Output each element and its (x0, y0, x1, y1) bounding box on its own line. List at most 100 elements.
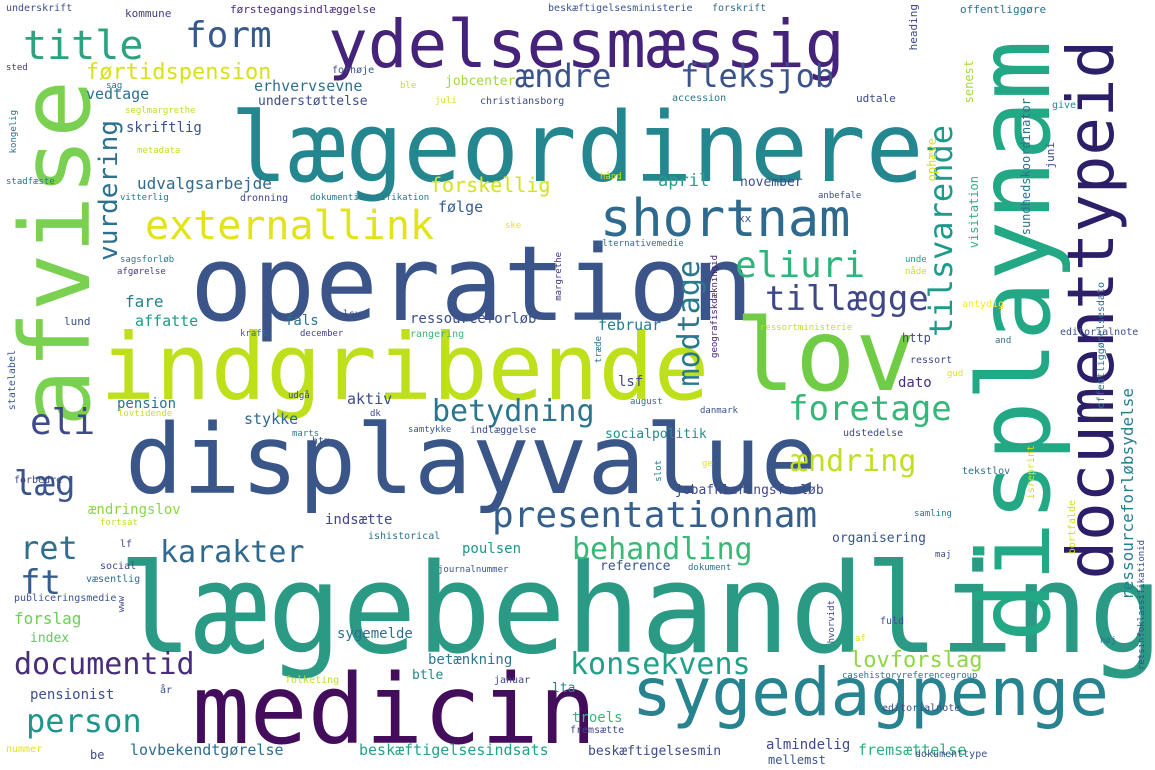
cloud-word: http (902, 331, 931, 345)
cloud-word: person (26, 702, 142, 740)
cloud-word: danmark (700, 406, 738, 416)
cloud-word: ge (702, 459, 713, 469)
cloud-word: visitation (967, 176, 981, 249)
cloud-word: beskæftigelsesministerie (548, 3, 693, 14)
cloud-word: ændringslov (88, 502, 181, 518)
cloud-word: vurdering (94, 120, 124, 261)
cloud-word: juni (1044, 142, 1057, 169)
cloud-word: skriftlig (126, 120, 202, 136)
cloud-word: presentationnam (492, 495, 818, 536)
cloud-word: beskæftigelsesindsats (359, 741, 549, 759)
cloud-word: kraft (240, 329, 268, 339)
cloud-word: væsentlig (86, 574, 141, 585)
cloud-word: dokument (688, 563, 732, 573)
cloud-word: statelabel (7, 350, 18, 411)
cloud-word: senest (962, 60, 976, 104)
cloud-word: folketing (285, 675, 340, 686)
cloud-word: høj (1100, 636, 1117, 646)
cloud-word: offentliggøre (960, 3, 1047, 16)
cloud-word: ressourceforløb (410, 311, 537, 327)
cloud-word: modtage (672, 260, 707, 387)
cloud-word: shortnam (600, 189, 851, 249)
cloud-word: sted (6, 63, 28, 73)
cloud-word: april (658, 171, 710, 191)
cloud-word: dronning (240, 193, 289, 204)
cloud-word: dato (898, 375, 932, 391)
cloud-word: documentid (14, 647, 195, 682)
cloud-word: stadfæste (6, 177, 55, 187)
cloud-word: offentliggørelsesdato (1096, 282, 1107, 409)
cloud-word: karakter (160, 535, 305, 570)
cloud-word: www (117, 596, 127, 613)
cloud-word: ske (505, 221, 522, 231)
cloud-word: udtale (856, 92, 896, 105)
cloud-word: indgribende (100, 314, 710, 421)
cloud-word: journalnummer (438, 565, 509, 575)
cloud-word: lf (120, 539, 133, 550)
cloud-word: indsætte (325, 512, 393, 528)
cloud-word: socialpolitik (605, 427, 707, 442)
cloud-word: lægeordinere (230, 92, 924, 204)
cloud-word: dokumentidentifikation (310, 193, 430, 203)
cloud-word: af (855, 634, 866, 644)
cloud-word: marts (292, 429, 320, 439)
cloud-word: ændring (790, 444, 917, 479)
cloud-word: afvise (0, 80, 112, 427)
cloud-word: heading (907, 4, 920, 51)
cloud-word: pensionist (30, 687, 115, 703)
cloud-word: aktiv (347, 390, 393, 408)
cloud-word: fremsættelse (858, 741, 967, 759)
cloud-word: træde (594, 336, 604, 364)
cloud-word: betænkning (428, 652, 513, 668)
cloud-word: foretage (788, 389, 952, 429)
cloud-word: and (995, 336, 1012, 346)
cloud-word: almindelig (766, 737, 851, 753)
cloud-word: november (740, 175, 803, 190)
cloud-word: lovbekendtgørelse (130, 741, 284, 759)
cloud-word: lsf (618, 374, 644, 390)
cloud-word: slot (654, 460, 664, 482)
cloud-word: displaynam (956, 40, 1073, 643)
cloud-word: afgørelse (117, 267, 166, 277)
cloud-word: dokumenttype (915, 749, 988, 760)
cloud-word: xx (738, 212, 752, 225)
cloud-word: juli (435, 96, 457, 106)
cloud-word: fortsat (100, 518, 138, 528)
cloud-word: unde (905, 255, 927, 265)
cloud-word: erhvervsevne (254, 77, 363, 95)
cloud-word: gud (947, 369, 964, 379)
cloud-word: rangering (410, 329, 465, 340)
cloud-word: vitterlig (120, 193, 169, 203)
cloud-word: ressortministerie (760, 323, 853, 333)
cloud-word: januar (494, 675, 531, 686)
cloud-word: vedtage (86, 85, 150, 103)
cloud-word: lsv (343, 309, 362, 320)
cloud-word: accession (672, 93, 727, 104)
cloud-word: ændre (515, 57, 612, 95)
cloud-word: lov (735, 297, 916, 414)
cloud-word: behandling (572, 532, 753, 567)
cloud-word: dk (370, 409, 381, 419)
cloud-word: udstedelse (843, 428, 904, 439)
cloud-word: hånd (600, 172, 622, 182)
cloud-word: ressort (910, 355, 953, 366)
cloud-word: retsinfoklassifikationid (1137, 540, 1147, 671)
cloud-word: medicin (192, 654, 597, 766)
cloud-word: margrethe (554, 252, 564, 301)
cloud-word: læg (14, 464, 76, 504)
cloud-word: fleksjob (680, 57, 835, 95)
cloud-word: pension (117, 396, 177, 412)
cloud-word: jobcenter (445, 74, 516, 89)
cloud-word: social (100, 561, 137, 572)
cloud-word: februar (598, 316, 662, 334)
cloud-word: lund (64, 315, 91, 328)
cloud-word: affatte (135, 312, 199, 330)
cloud-word: poulsen (462, 541, 522, 557)
cloud-word: alternativemedie (597, 239, 684, 249)
cloud-word: førtidspension (86, 60, 272, 85)
cloud-word: ydelsesmæssig (328, 6, 845, 83)
cloud-word: reference (600, 559, 671, 574)
cloud-word: htm (312, 436, 331, 447)
cloud-word: metadata (137, 146, 181, 156)
cloud-word: udvalgsarbejde (137, 174, 272, 193)
